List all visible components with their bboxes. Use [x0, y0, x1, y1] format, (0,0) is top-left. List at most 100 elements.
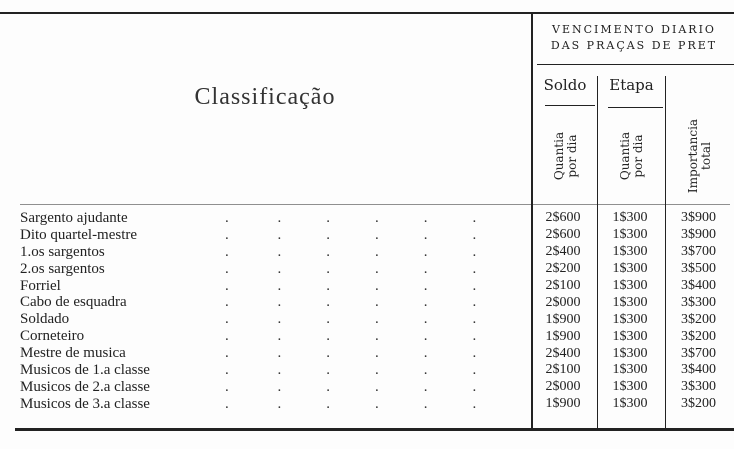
row-label: Musicos de 2.a classe . . . . . . . [0, 379, 530, 396]
table-row: 1.os sargentos. . . . . . . 2$400 1$300 … [0, 244, 733, 261]
etapa-cell: 1$300 [612, 210, 648, 226]
row-label-text: Soldado [20, 311, 70, 328]
header-rule [608, 107, 663, 108]
leader-dots: . . . . . . . [225, 328, 522, 345]
top-rule [0, 12, 734, 14]
etapa-cell: 1$300 [612, 362, 648, 378]
header-rule [537, 64, 734, 65]
header-rule [545, 105, 595, 106]
total-cell: 3$700 [681, 345, 716, 361]
soldo-cell: 2$100 [545, 362, 581, 378]
leader-dots: . . . . . . . [225, 294, 522, 311]
etapa-cell: 1$300 [612, 379, 648, 395]
soldo-cell: 2$000 [545, 379, 581, 395]
leader-dots: . . . . . . . [225, 277, 522, 294]
column-header-text: Quantia por dia [618, 131, 645, 181]
leader-dots: . . . . . . . [225, 243, 522, 260]
table-row: Musicos de 1.a classe . . . . . . . 2$100… [0, 362, 733, 379]
table-row: Sargento ajudante . . . . . . . 2$600 1$3… [0, 210, 733, 227]
table-row: Dito quartel-mestre . . . . . . . 2$600 1… [0, 227, 733, 244]
bottom-rule [15, 428, 734, 431]
row-label-text: Musicos de 1.a classe [20, 361, 150, 378]
group-header-line: DAS PRAÇAS DE PRET [550, 39, 718, 52]
total-cell: 3$200 [681, 328, 716, 344]
row-label-text: Musicos de 3.a classe [20, 395, 150, 412]
total-cell: 3$200 [681, 311, 716, 327]
column-divider [665, 76, 666, 428]
group-header-line: VENCIMENTO DIARIO [552, 23, 716, 36]
total-cell: 3$300 [681, 379, 716, 395]
column-divider [597, 76, 598, 428]
table-row: Soldado . . . . . . . 1$900 1$300 3$200 [0, 311, 733, 328]
leader-dots: . . . . . . . [225, 260, 522, 277]
row-label-text: Musicos de 2.a classe [20, 378, 150, 395]
table-row: Mestre de musica . . . . . . . 2$400 1$30… [0, 345, 733, 362]
row-label-text: Corneteiro [20, 328, 85, 345]
leader-dots: . . . . . . . [225, 395, 522, 412]
table-row: Musicos de 2.a classe . . . . . . . 2$000… [0, 379, 733, 396]
soldo-cell: 2$100 [545, 278, 581, 293]
row-label: Soldado . . . . . . . [0, 311, 530, 328]
row-label: Cabo de esquadra . . . . . . . [0, 294, 530, 311]
table-row: Cabo de esquadra . . . . . . . 2$000 1$30… [0, 294, 733, 311]
table-row: 2.os sargentos. . . . . . . 2$200 1$300 … [0, 261, 733, 278]
leader-dots: . . . . . . . [225, 311, 522, 328]
row-label-text: Sargento ajudante [20, 209, 128, 226]
table-row: Corneteiro . . . . . . . 1$900 1$300 3$20… [0, 328, 733, 345]
etapa-cell: 1$300 [612, 227, 648, 243]
row-label-text: Dito quartel-mestre [20, 226, 138, 243]
total-cell: 3$900 [681, 227, 716, 243]
total-cell: 3$900 [681, 210, 716, 226]
row-label-text: Cabo de esquadra [20, 294, 127, 311]
table-row: Forriel . . . . . . . 2$100 1$300 3$400 [0, 278, 733, 295]
etapa-cell: 1$300 [612, 244, 648, 260]
etapa-cell: 1$300 [612, 328, 648, 344]
total-cell: 3$400 [681, 278, 716, 293]
row-label: 1.os sargentos . . . . . . . [0, 244, 530, 261]
column-header-etapa: Quantia por dia [599, 110, 665, 202]
soldo-cell: 1$900 [545, 328, 581, 344]
row-label-text: 2.os sargentos [20, 260, 105, 277]
row-label: Dito quartel-mestre . . . . . . . [0, 227, 530, 244]
table-body: Sargento ajudante . . . . . . . 2$600 1$3… [0, 210, 733, 413]
soldo-cell: 2$600 [545, 227, 581, 243]
classification-header: Classificação [194, 84, 336, 110]
column-header-total: Importancia total [667, 110, 733, 202]
etapa-header: Etapa [609, 76, 654, 94]
row-label-text: Forriel [20, 277, 61, 294]
total-cell: 3$200 [681, 396, 716, 412]
table-row: Musicos de 3.a classe . . . . . . . 1$900… [0, 396, 733, 413]
column-header-text: Quantia por dia [552, 131, 579, 181]
row-label-text: 1.os sargentos [20, 243, 105, 260]
soldo-cell: 2$600 [545, 210, 581, 226]
row-label-text: Mestre de musica [20, 345, 126, 362]
row-label: Corneteiro . . . . . . . [0, 328, 530, 345]
leader-dots: . . . . . . . [225, 378, 522, 395]
soldo-cell: 1$900 [545, 396, 581, 412]
soldo-cell: 1$900 [545, 311, 581, 327]
total-cell: 3$300 [681, 294, 716, 310]
row-label: Forriel . . . . . . . [0, 278, 530, 295]
total-cell: 3$700 [681, 244, 716, 260]
leader-dots: . . . . . . . [225, 345, 522, 362]
etapa-cell: 1$300 [612, 294, 648, 310]
row-label: Musicos de 3.a classe . . . . . . . [0, 396, 530, 413]
group-header: VENCIMENTO DIARIO DAS PRAÇAS DE PRET [534, 22, 734, 54]
total-cell: 3$500 [681, 261, 716, 277]
soldo-cell: 2$200 [545, 261, 581, 277]
column-header-soldo: Quantia por dia [533, 110, 599, 202]
leader-dots: . . . . . . . [225, 209, 522, 226]
row-label: Sargento ajudante . . . . . . . [0, 210, 530, 227]
leader-dots: . . . . . . . [225, 226, 522, 243]
etapa-cell: 1$300 [612, 396, 648, 412]
row-label: 2.os sargentos . . . . . . . [0, 261, 530, 278]
leader-dots: . . . . . . . [225, 361, 522, 378]
soldo-header: Soldo [543, 76, 587, 94]
row-label: Musicos de 1.a classe . . . . . . . [0, 362, 530, 379]
soldo-cell: 2$000 [545, 294, 581, 310]
etapa-cell: 1$300 [612, 261, 648, 277]
soldo-cell: 2$400 [545, 244, 581, 260]
row-label: Mestre de musica . . . . . . . [0, 345, 530, 362]
soldo-cell: 2$400 [545, 345, 581, 361]
